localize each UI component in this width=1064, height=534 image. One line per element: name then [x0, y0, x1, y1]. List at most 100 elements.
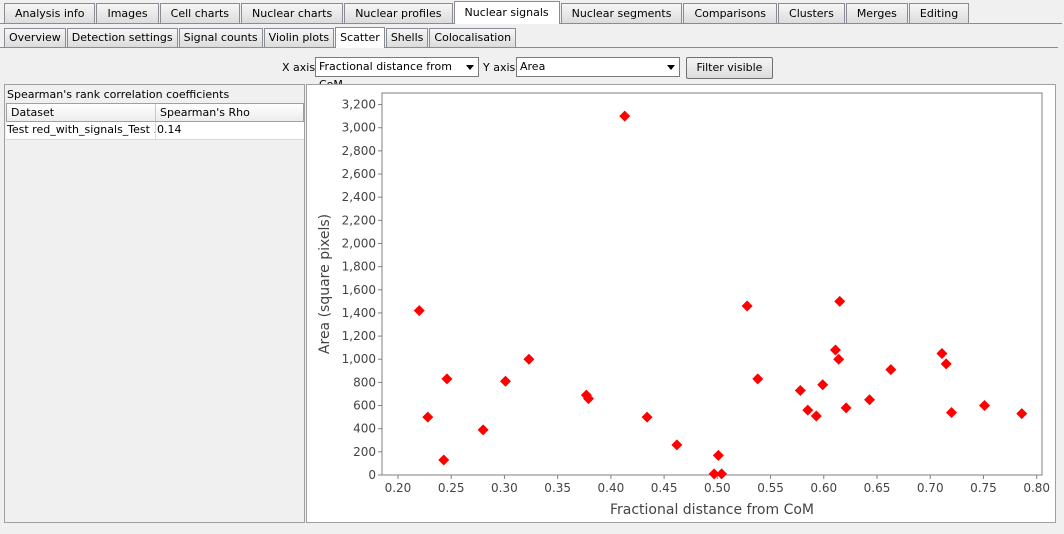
- x-tick-label: 0.80: [1023, 481, 1050, 495]
- tab-cell-charts[interactable]: Cell charts: [159, 3, 241, 23]
- x-tick-label: 0.60: [810, 481, 837, 495]
- x-tick-label: 0.70: [917, 481, 944, 495]
- tab-nuclear-charts[interactable]: Nuclear charts: [241, 3, 344, 23]
- y-tick-label: 1,800: [342, 260, 376, 274]
- plot-area: [381, 92, 1043, 476]
- y-tick-label: 0: [368, 468, 376, 482]
- column-header-rho[interactable]: Spearman's Rho: [156, 104, 303, 121]
- data-point: [499, 375, 511, 387]
- y-tick-label: 1,000: [342, 352, 376, 366]
- x-tick-label: 0.25: [438, 481, 465, 495]
- tab-nuclear-signals[interactable]: Nuclear signals: [453, 1, 560, 24]
- tab-nuclear-segments[interactable]: Nuclear segments: [560, 3, 683, 23]
- y-tick-label: 3,200: [342, 98, 376, 112]
- subtab-overview[interactable]: Overview: [4, 28, 66, 47]
- y-tick-label: 400: [353, 422, 376, 436]
- x-tick-label: 0.40: [598, 481, 625, 495]
- y-tick-label: 3,000: [342, 121, 376, 135]
- tab-nuclear-profiles[interactable]: Nuclear profiles: [344, 3, 453, 23]
- data-point: [794, 384, 806, 396]
- table-header: Dataset Spearman's Rho: [6, 103, 304, 122]
- x-tick-label: 0.75: [970, 481, 997, 495]
- data-point: [716, 468, 728, 480]
- x-axis-title: Fractional distance from CoM: [610, 502, 814, 518]
- data-point: [438, 454, 450, 466]
- main-tab-bar: Analysis info Images Cell charts Nuclear ch…: [0, 0, 1062, 24]
- data-point: [834, 295, 846, 307]
- tab-images[interactable]: Images: [96, 3, 159, 23]
- chevron-down-icon: [466, 65, 474, 70]
- subtab-detection-settings[interactable]: Detection settings: [66, 28, 178, 47]
- data-point: [936, 347, 948, 359]
- x-axis-select[interactable]: Fractional distance from CoM: [315, 57, 479, 91]
- x-tick-label: 0.35: [544, 481, 571, 495]
- correlation-table: Dataset Spearman's Rho Test red_with_sig…: [6, 103, 304, 140]
- data-point: [441, 373, 453, 385]
- data-point: [752, 373, 764, 385]
- chevron-down-icon: [667, 65, 675, 70]
- y-axis-title: Area (square pixels): [317, 214, 333, 354]
- data-point: [817, 379, 829, 391]
- data-point: [829, 344, 841, 356]
- data-point: [810, 410, 822, 422]
- subtab-scatter[interactable]: Scatter: [335, 27, 385, 48]
- tab-analysis-info[interactable]: Analysis info: [4, 3, 96, 23]
- y-axis-select[interactable]: Area: [516, 57, 680, 77]
- data-point: [671, 439, 683, 451]
- y-tick-label: 200: [353, 445, 376, 459]
- x-tick-label: 0.30: [491, 481, 518, 495]
- correlation-panel-title: Spearman's rank correlation coefficients: [7, 88, 230, 101]
- tab-merges[interactable]: Merges: [845, 3, 908, 23]
- data-point: [979, 400, 991, 412]
- y-tick-label: 2,800: [342, 144, 376, 158]
- y-tick-label: 2,400: [342, 190, 376, 204]
- y-tick-label: 600: [353, 399, 376, 413]
- x-axis-label: X axis: [282, 61, 316, 74]
- scatter-chart: 0 200 400 600 800 1,000 1,200 1,400 1,600 1,800 2,…: [317, 92, 1050, 518]
- data-point: [864, 394, 876, 406]
- data-point: [641, 411, 653, 423]
- y-tick-label: 800: [353, 375, 376, 389]
- table-row[interactable]: Test red_with_signals_Test ... 0.14: [6, 122, 304, 140]
- data-point: [422, 411, 434, 423]
- subtab-violin-plots[interactable]: Violin plots: [263, 28, 335, 47]
- subtab-shells[interactable]: Shells: [385, 28, 429, 47]
- data-point: [523, 353, 535, 365]
- data-point: [413, 305, 425, 317]
- cell-rho: 0.14: [157, 123, 182, 136]
- axis-controls: X axis Fractional distance from CoM Y ax…: [0, 56, 1064, 91]
- x-tick-label: 0.50: [704, 481, 731, 495]
- correlation-panel: Spearman's rank correlation coefficients…: [4, 84, 305, 523]
- y-tick-label: 1,200: [342, 329, 376, 343]
- y-axis-label: Y axis: [483, 61, 516, 74]
- x-tick-label: 0.55: [757, 481, 784, 495]
- subtab-colocalisation[interactable]: Colocalisation: [429, 28, 517, 47]
- x-tick-label: 0.65: [864, 481, 891, 495]
- data-point: [1016, 408, 1028, 420]
- tab-editing[interactable]: Editing: [908, 3, 970, 23]
- data-point: [741, 300, 753, 312]
- y-tick-label: 1,400: [342, 306, 376, 320]
- data-point: [477, 424, 489, 436]
- filter-visible-button[interactable]: Filter visible: [686, 57, 773, 79]
- subtab-signal-counts[interactable]: Signal counts: [178, 28, 263, 47]
- data-point: [840, 402, 852, 414]
- tab-clusters[interactable]: Clusters: [778, 3, 845, 23]
- x-tick-label: 0.45: [651, 481, 678, 495]
- sub-tab-bar: Overview Detection settings Signal counts V…: [0, 26, 1058, 48]
- data-point: [885, 364, 897, 376]
- cell-dataset: Test red_with_signals_Test ...: [6, 122, 156, 139]
- y-tick-label: 2,200: [342, 213, 376, 227]
- data-point: [946, 406, 958, 418]
- tab-comparisons[interactable]: Comparisons: [683, 3, 778, 23]
- data-point: [712, 449, 724, 461]
- data-point: [940, 358, 952, 370]
- column-header-dataset[interactable]: Dataset: [7, 104, 156, 121]
- y-axis-select-value: Area: [520, 60, 546, 73]
- y-tick-label: 1,600: [342, 283, 376, 297]
- y-tick-label: 2,000: [342, 236, 376, 250]
- data-point: [802, 404, 814, 416]
- data-point: [708, 468, 720, 480]
- data-point: [833, 353, 845, 365]
- x-tick-label: 0.20: [385, 481, 412, 495]
